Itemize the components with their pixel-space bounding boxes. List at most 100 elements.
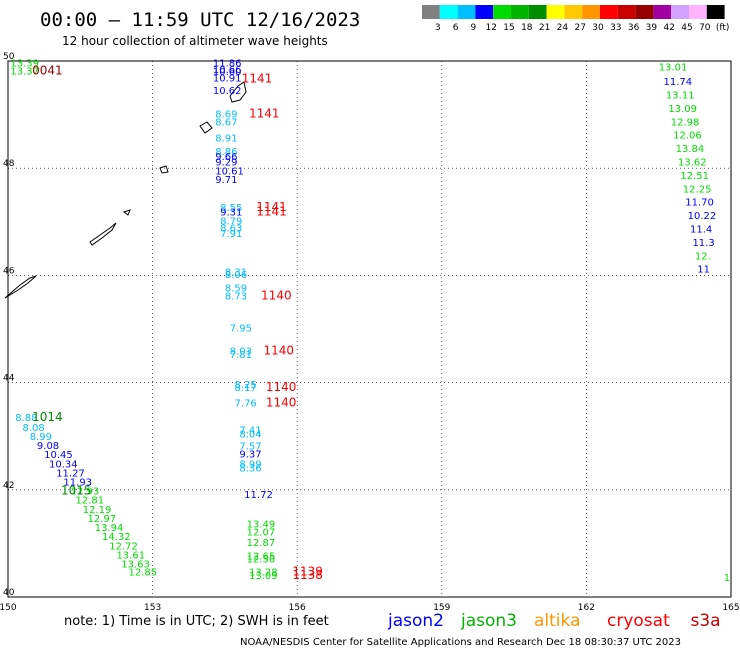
pass-time-label: 1141: [242, 71, 273, 85]
wave-height-value: 8.73: [225, 292, 247, 303]
colorbar-swatch: [439, 5, 458, 19]
pass-time-label: 1140: [263, 344, 294, 358]
colorbar-label: 39: [646, 23, 658, 33]
satellite-legend: jason2 jason3 altika cryosat s3a: [387, 611, 721, 631]
wave-height-value: 12.72: [109, 541, 138, 552]
wave-height-value: 7.41: [239, 426, 261, 437]
wave-height-value: 8.04: [239, 429, 261, 440]
wave-height-value: 8.79: [220, 216, 242, 227]
colorbar-label: 70: [699, 23, 711, 33]
wave-height-value: 8.86: [215, 147, 237, 158]
wave-height-value: 9.71: [215, 175, 237, 186]
pass-time-label: 1140: [266, 380, 297, 394]
wave-height-value: 13.01: [659, 63, 688, 74]
wave-height-value: 10.22: [688, 211, 717, 222]
wave-height-value: 8.31: [225, 267, 247, 278]
pass-time-label: 1141: [256, 200, 287, 214]
footer-note: note: 1) Time is in UTC; 2) SWH is in fe…: [64, 614, 329, 629]
colorbar-swatch: [600, 5, 618, 19]
wave-height-value: 12.97: [88, 514, 117, 525]
colorbar-swatch: [546, 5, 565, 19]
wave-height-value: 8.25: [235, 380, 257, 391]
map-frame: 150 153 156 159 162 165 40 42 44 46 48 50 13.3913.3…: [0, 52, 740, 613]
colorbar-legend: 3 6 9 12 15 18 21 24 27 30 33 36 39 42 45 70 (ft): [422, 5, 729, 33]
wave-height-value: 8.99: [30, 432, 52, 443]
wave-height-value: 8.59: [225, 283, 247, 294]
wave-height-value: 8.63: [220, 223, 242, 234]
wave-height-value: 8.99: [239, 459, 261, 470]
wave-height-value: 11.93: [63, 478, 92, 489]
wave-height-value: 13.94: [95, 523, 124, 534]
wave-height-value: 1: [724, 573, 730, 584]
wave-height-value: 12.98: [671, 117, 700, 128]
island-outline: [229, 81, 247, 103]
satellite-legend-item: altika: [534, 611, 581, 631]
pass-time-label: 1140: [266, 396, 297, 410]
pass-time-label: 1139: [292, 565, 323, 579]
wave-height-value: 12.85: [129, 568, 158, 579]
colorbar-swatch: [511, 5, 529, 19]
colorbar-swatch: [493, 5, 511, 19]
island-outline: [89, 222, 117, 246]
colorbar-swatch: [706, 5, 725, 19]
colorbar-swatch: [528, 5, 547, 19]
wave-height-value: 8.17: [235, 383, 257, 394]
satellite-legend-item: jason2: [387, 611, 444, 631]
wave-height-value: 10.62: [213, 86, 242, 97]
wave-height-value: 10.66: [213, 65, 242, 76]
wave-height-value: 11.4: [690, 225, 712, 236]
wave-height-value: 13.09: [668, 104, 697, 115]
y-tick-label: 46: [3, 266, 15, 276]
wave-height-value: 9.37: [239, 450, 261, 461]
y-tick-label: 44: [3, 374, 15, 384]
axis-tick-labels: 150 153 156 159 162 165 40 42 44 46 48 50: [0, 52, 740, 613]
colorbar-label: 3: [435, 23, 441, 33]
satellite-legend-item: s3a: [691, 611, 721, 631]
pass-time-label: 1141: [249, 106, 280, 120]
x-tick-label: 162: [578, 603, 595, 613]
colorbar-label: 27: [574, 23, 585, 33]
colorbar-swatch: [689, 5, 707, 19]
colorbar-label: 36: [628, 23, 640, 33]
wave-height-value: 13.39: [10, 58, 39, 69]
wave-height-value: 11.70: [685, 198, 714, 209]
wave-height-value: 8.08: [22, 423, 44, 434]
colorbar-label: 15: [503, 23, 514, 33]
wave-height-value: 13.62: [678, 158, 707, 169]
wave-height-value: 12.06: [673, 131, 702, 142]
colorbar-swatch: [457, 5, 476, 19]
satellite-legend-item: cryosat: [607, 611, 670, 631]
colorbar-label: 24: [557, 23, 569, 33]
colorbar-swatch: [475, 5, 494, 19]
wave-height-value: 9.31: [220, 207, 242, 218]
colorbar-swatch: [617, 5, 636, 19]
wave-height-value: 12.: [695, 251, 711, 262]
y-tick-label: 50: [3, 52, 15, 62]
pass-time-label: 1014: [32, 410, 63, 424]
colorbar-swatch: [671, 5, 689, 19]
satellite-legend-item: jason3: [460, 611, 517, 631]
wave-height-value: 7.95: [230, 324, 252, 335]
wave-height-value: 12.87: [247, 538, 276, 549]
colorbar-swatch: [422, 5, 440, 19]
wave-height-value: 13.11: [666, 91, 695, 102]
wave-height-value: 10.61: [215, 167, 244, 178]
wave-height-value: 8.69: [215, 109, 237, 120]
wave-height-value: 8.06: [225, 270, 247, 281]
wave-height-value: 8.88: [15, 413, 37, 424]
colorbar-label: 45: [681, 23, 692, 33]
colorbar-label: 21: [539, 23, 550, 33]
colorbar-swatch: [635, 5, 654, 19]
wave-height-value: 8.36: [239, 464, 261, 475]
colorbar-label: 6: [453, 23, 459, 33]
island-outline: [199, 121, 213, 134]
wave-height-value: 12.93: [71, 487, 100, 498]
wave-height-value: 10.60: [213, 67, 242, 78]
wave-height-points: 13.3913.3711.8610.6610.6010.9110.628.698…: [10, 58, 730, 584]
colorbar-label: 9: [471, 23, 477, 33]
chart-title: 00:00 – 11:59 UTC 12/16/2023: [40, 9, 360, 31]
wave-height-value: 9.66: [215, 152, 237, 163]
wave-height-value: 12.50: [247, 555, 276, 566]
colorbar-label: 33: [610, 23, 621, 33]
